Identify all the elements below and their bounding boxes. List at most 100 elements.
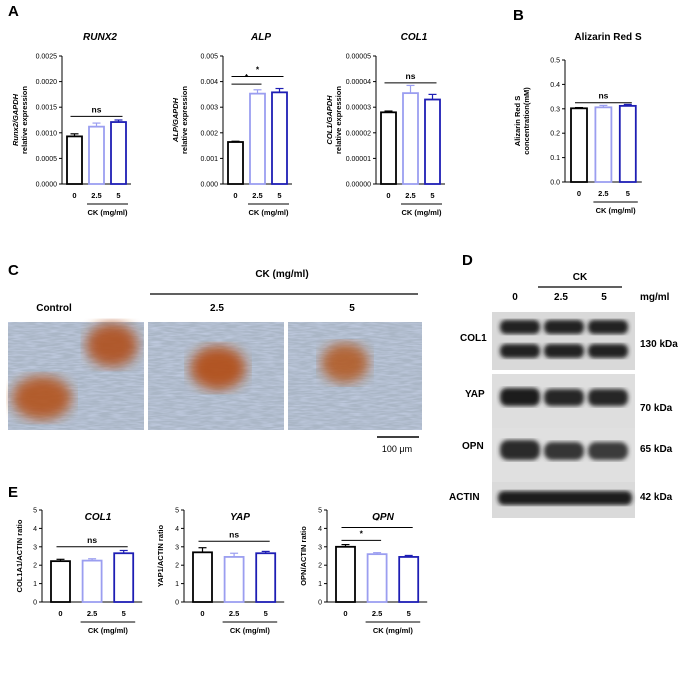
chart-title: YAP — [230, 512, 250, 523]
microscopy-label-control: Control — [36, 303, 72, 314]
chart-title: COL1 — [401, 32, 428, 43]
y-tick-label: 1 — [175, 581, 179, 588]
wb-row-label-col1: COL1 — [460, 333, 487, 344]
x-tick-label: 2.5 — [87, 609, 97, 618]
bar — [223, 556, 245, 603]
bar — [335, 545, 356, 603]
microscopy-label-5: 5 — [349, 303, 355, 314]
x-tick-label: 0 — [72, 191, 76, 200]
chart-alizarin-red: Alizarin Red S 0.0 0.1 0.2 0.3 0.4 0.5 Alizarin… — [513, 32, 642, 215]
wb-row-size-actin: 42 kDa — [640, 492, 673, 503]
y-tick-label: 0 — [33, 600, 37, 607]
y-axis-label: concentration(mM) — [522, 87, 531, 155]
chart-title: RUNX2 — [83, 32, 117, 43]
y-tick-label: 0.00001 — [346, 156, 371, 163]
microscopy-label-2-5: 2.5 — [210, 303, 224, 314]
significance-label: ns — [406, 71, 416, 81]
y-tick-label: 1 — [318, 581, 322, 588]
bar — [66, 135, 83, 185]
bar — [366, 553, 388, 603]
bar — [88, 125, 105, 185]
wb-unit: mg/ml — [640, 292, 670, 303]
x-tick-label: 0 — [58, 609, 62, 618]
y-tick-label: 0.003 — [200, 105, 218, 112]
wb-conc-5: 5 — [601, 292, 607, 303]
group-label: CK (mg/ml) — [596, 206, 637, 215]
y-axis-label: OPN/ACTIN ratio — [299, 526, 308, 586]
bar — [113, 552, 135, 603]
x-tick-label: 5 — [122, 609, 126, 618]
y-tick-label: 0.00005 — [346, 54, 371, 61]
wb-row-size-yap: 70 kDa — [640, 403, 673, 414]
x-tick-label: 2.5 — [372, 609, 382, 618]
y-tick-label: 0.4 — [550, 82, 560, 89]
y-tick-label: 0 — [318, 600, 322, 607]
y-axis-label: COL1A1/ACTIN ratio — [15, 519, 24, 592]
scale-bar-label: 100 μm — [382, 444, 412, 454]
group-label: CK (mg/ml) — [402, 208, 443, 217]
bar — [227, 141, 244, 185]
panel-label-d: D — [462, 252, 473, 269]
y-tick-label: 2 — [33, 563, 37, 570]
significance-label: * — [256, 64, 260, 74]
x-tick-label: 0 — [577, 189, 581, 198]
y-tick-label: 0.00000 — [346, 182, 371, 189]
x-tick-label: 5 — [626, 189, 630, 198]
y-tick-label: 1 — [33, 581, 37, 588]
x-tick-label: 0 — [386, 191, 390, 200]
y-tick-label: 5 — [318, 508, 322, 515]
y-tick-label: 3 — [33, 544, 37, 551]
x-tick-label: 0 — [343, 609, 347, 618]
y-tick-label: 0.0 — [550, 180, 560, 187]
wb-row-size-opn: 65 kDa — [640, 444, 673, 455]
x-tick-label: 0 — [233, 191, 237, 200]
y-tick-label: 5 — [33, 508, 37, 515]
bar — [255, 552, 277, 603]
panel-label-e: E — [8, 484, 18, 501]
chart-title: OPN — [372, 512, 394, 523]
micrograph-5 — [288, 322, 422, 430]
y-tick-label: 0.0015 — [36, 105, 58, 112]
microscopy-panel: CK (mg/ml) Control 2.5 5 100 μm — [8, 269, 422, 454]
x-tick-label: 2.5 — [252, 191, 262, 200]
significance-label: ns — [92, 104, 102, 114]
y-tick-label: 0.00002 — [346, 130, 371, 137]
y-axis-label: COL1/GAPDH — [325, 95, 334, 145]
y-axis-label: YAP1/ACTIN ratio — [156, 524, 165, 587]
wb-strip-col1 — [492, 312, 635, 370]
y-axis-label: Runx2/GAPDH — [11, 93, 20, 146]
group-label: CK (mg/ml) — [88, 626, 129, 635]
x-tick-label: 5 — [277, 191, 281, 200]
chart-yap-ratio: YAP 0 1 2 3 4 5 YAP1/ACTIN ratio 0 2.5 5 CK (mg/ml)… — [156, 508, 285, 635]
y-tick-label: 2 — [175, 563, 179, 570]
western-blot-panel: CK 0 2.5 5 mg/ml COL1 130 kDa YAP 70 kDa… — [449, 272, 678, 518]
microscopy-header: CK (mg/ml) — [255, 269, 308, 280]
bar — [81, 559, 103, 603]
bar — [398, 556, 420, 603]
x-tick-label: 2.5 — [405, 191, 415, 200]
x-tick-label: 5 — [264, 609, 268, 618]
y-tick-label: 0.0025 — [36, 54, 58, 61]
y-tick-label: 0.005 — [200, 54, 218, 61]
group-label: CK (mg/ml) — [373, 626, 414, 635]
chart-col1-qpcr: COL1 0.00000 0.00001 0.00002 0.00003 0.00004 0… — [325, 32, 445, 217]
wb-conc-2-5: 2.5 — [554, 292, 568, 303]
panel-label-c: C — [8, 262, 19, 279]
y-tick-label: 0.3 — [550, 106, 560, 113]
x-tick-label: 2.5 — [229, 609, 239, 618]
wb-row-label-opn: OPN — [462, 441, 484, 452]
y-tick-label: 4 — [175, 526, 179, 533]
y-tick-label: 0.0000 — [36, 182, 58, 189]
wb-strip-yap — [492, 374, 635, 432]
y-tick-label: 0.00004 — [346, 79, 371, 86]
bar — [618, 104, 637, 183]
y-tick-label: 4 — [318, 526, 322, 533]
wb-row-size-col1: 130 kDa — [640, 339, 678, 350]
bar — [110, 121, 127, 185]
y-axis-label: relative expression — [20, 86, 29, 154]
y-tick-label: 0.0010 — [36, 130, 58, 137]
bar — [402, 92, 419, 185]
y-axis-label: ALP/GAPDH — [171, 97, 180, 143]
y-tick-label: 0.2 — [550, 131, 560, 138]
